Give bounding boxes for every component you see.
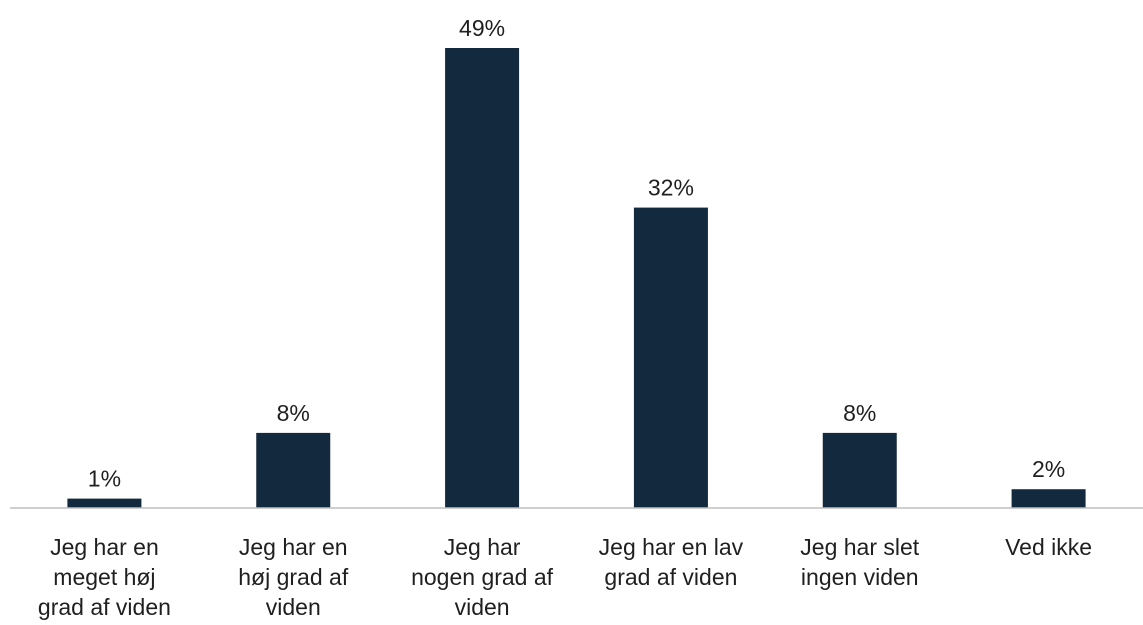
bars-group [67, 48, 1086, 508]
value-label-2: 8% [277, 400, 310, 426]
bar-2 [256, 432, 331, 508]
category-label-line: høj grad af [238, 564, 349, 590]
category-label-3: Jeg har nogen grad af viden [411, 534, 554, 620]
value-labels-group: 1% 8% 49% 32% 8% 2% [88, 15, 1065, 492]
bar-3 [445, 48, 520, 508]
category-label-2: Jeg har en høj grad af viden [238, 534, 349, 620]
bar-1 [67, 498, 142, 508]
category-label-5: Jeg har slet ingen viden [800, 534, 920, 590]
category-label-line: viden [266, 594, 321, 620]
value-label-6: 2% [1032, 456, 1065, 482]
value-label-3: 49% [459, 15, 505, 41]
category-label-line: Jeg har slet [800, 534, 920, 560]
category-label-line: viden [455, 594, 510, 620]
category-label-line: nogen grad af [411, 564, 554, 590]
category-label-line: Ved ikke [1005, 534, 1092, 560]
value-label-4: 32% [648, 175, 694, 201]
category-label-line: Jeg har en [50, 534, 159, 560]
bar-5 [822, 432, 897, 508]
category-label-line: Jeg har en lav [599, 534, 744, 560]
category-label-line: grad af viden [604, 564, 737, 590]
category-label-line: meget høj [53, 564, 155, 590]
bar-6 [1011, 489, 1086, 508]
category-label-line: Jeg har [444, 534, 521, 560]
category-label-4: Jeg har en lav grad af viden [599, 534, 744, 590]
bar-4 [633, 207, 708, 508]
category-label-6: Ved ikke [1005, 534, 1092, 560]
category-label-line: ingen viden [801, 564, 919, 590]
value-label-5: 8% [843, 400, 876, 426]
value-label-1: 1% [88, 466, 121, 492]
category-label-line: grad af viden [38, 594, 171, 620]
category-label-line: Jeg har en [239, 534, 348, 560]
category-label-1: Jeg har en meget høj grad af viden [38, 534, 171, 620]
